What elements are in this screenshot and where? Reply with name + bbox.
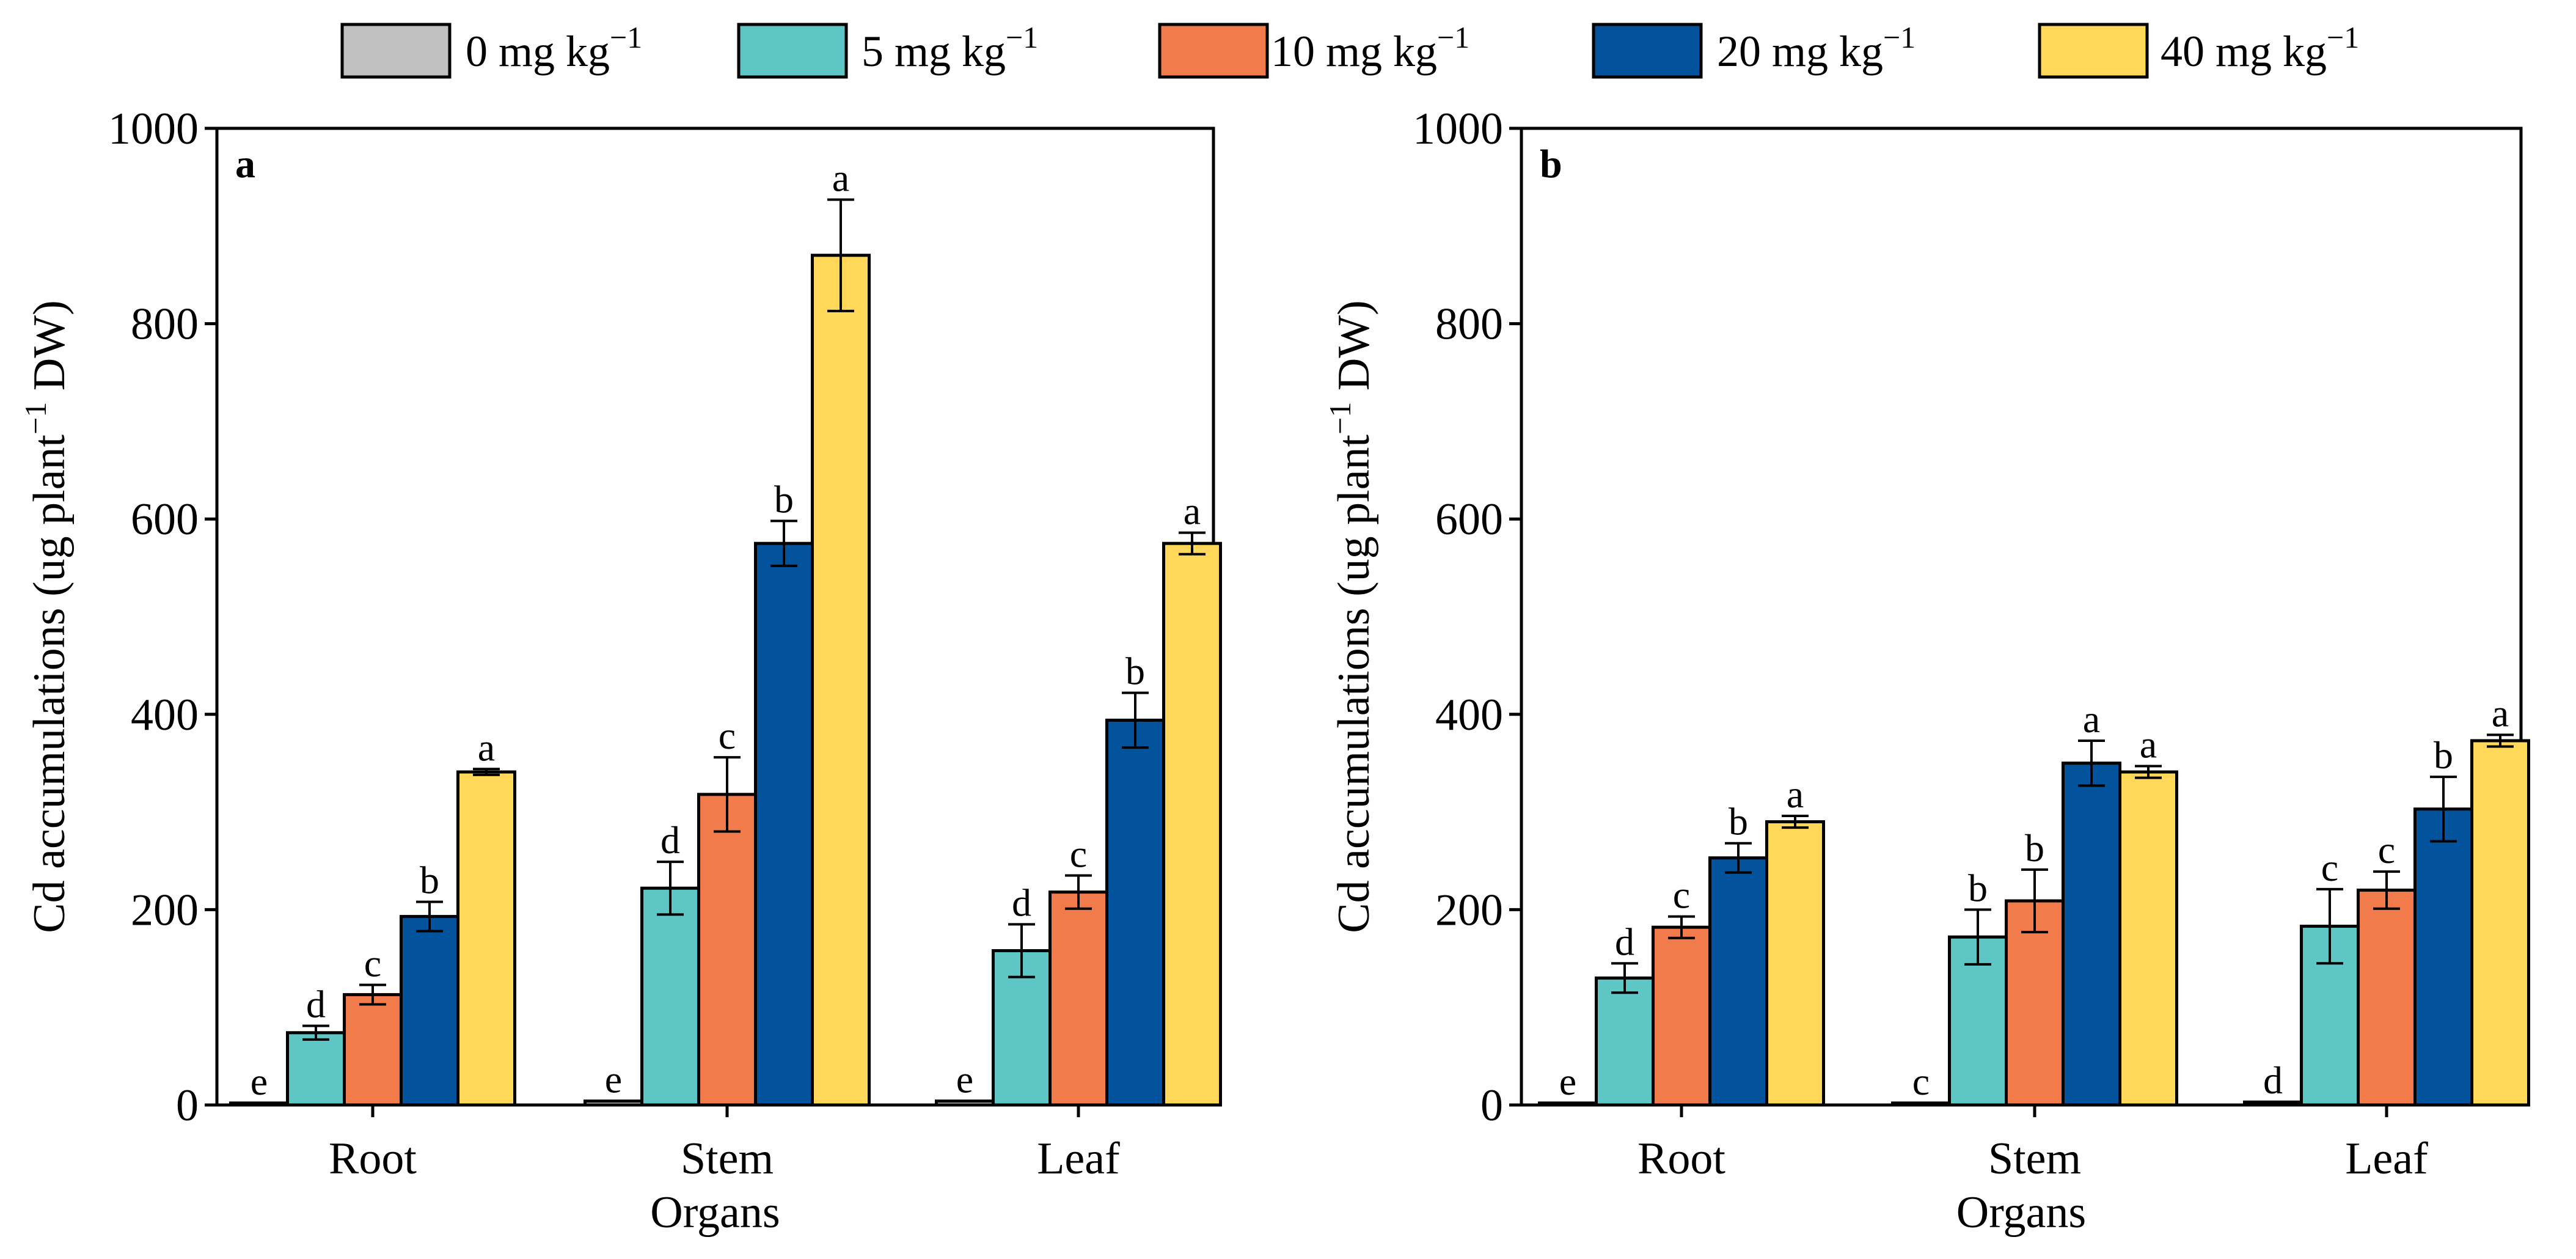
x-tick-label: Root <box>329 1134 417 1184</box>
bar <box>343 993 403 1107</box>
x-tick-label: Stem <box>681 1134 774 1184</box>
significance-label: b <box>2025 826 2044 870</box>
y-tick-label: 0 <box>176 1081 199 1131</box>
legend-swatch-4 <box>2038 23 2149 79</box>
x-tick-label: Leaf <box>2345 1134 2428 1184</box>
legend-label-0: 0 mg kg−1 <box>466 20 642 76</box>
y-tick-label: 600 <box>1435 494 1503 545</box>
bar <box>286 1031 346 1107</box>
significance-label: b <box>774 477 794 521</box>
y-axis-title: Cd accumulations (ug plant−1 DW) <box>1323 300 1379 933</box>
significance-label: e <box>605 1058 622 1101</box>
bar <box>1891 1101 1951 1107</box>
bar <box>1105 718 1165 1107</box>
significance-label: d <box>306 983 326 1026</box>
legend-label-4: 40 mg kg−1 <box>2161 20 2359 76</box>
bar <box>2118 770 2178 1107</box>
significance-label: d <box>660 818 680 862</box>
significance-label: b <box>1125 650 1145 693</box>
bar <box>456 770 516 1107</box>
significance-label: a <box>2083 697 2100 741</box>
bar <box>2243 1100 2303 1107</box>
bar <box>754 541 814 1107</box>
significance-label: a <box>1184 490 1201 533</box>
legend: 0 mg kg−1 5 mg kg−1 10 mg kg−1 20 mg kg−1 40… <box>340 20 2359 79</box>
y-tick-label: 400 <box>131 690 199 740</box>
x-tick-label: Root <box>1637 1134 1725 1184</box>
x-axis-title: Organs <box>1956 1187 2086 1238</box>
chart-panel-b: 0 200 400 600 800 1000 Cd accumulations (ug pl… <box>1323 104 2530 1238</box>
significance-label: a <box>832 156 849 200</box>
significance-label: a <box>1787 773 1804 816</box>
significance-label: b <box>1729 800 1748 843</box>
panel-letter: a <box>235 142 255 186</box>
significance-label: a <box>2140 722 2157 766</box>
y-tick-label: 600 <box>131 494 199 545</box>
significance-label: b <box>1968 866 1988 909</box>
y-tick-label: 200 <box>131 885 199 935</box>
significance-label: d <box>2263 1059 2283 1102</box>
bar <box>1765 820 1825 1107</box>
bar <box>584 1099 643 1107</box>
y-axis-title: Cd accumulations (ug plant−1 DW) <box>18 300 75 933</box>
y-tick-label: 0 <box>1480 1081 1503 1131</box>
panel-letter: b <box>1540 142 1562 186</box>
bar <box>1652 925 1711 1107</box>
y-tick-label: 1000 <box>108 104 199 154</box>
x-axis-title: Organs <box>650 1187 780 1238</box>
significance-label: e <box>1559 1060 1576 1103</box>
legend-label-1: 5 mg kg−1 <box>862 20 1038 76</box>
bar <box>935 1099 995 1107</box>
significance-label: c <box>1673 873 1690 917</box>
significance-label: a <box>478 725 495 769</box>
bar <box>2470 739 2530 1107</box>
significance-label: a <box>2492 691 2509 735</box>
bar <box>1048 890 1108 1107</box>
legend-swatch-1 <box>737 23 848 79</box>
legend-swatch-3 <box>1592 23 1703 79</box>
bar <box>229 1101 289 1107</box>
significance-label: b <box>420 859 439 902</box>
bar <box>640 886 700 1107</box>
significance-label: c <box>364 941 381 985</box>
y-tick-label: 1000 <box>1413 104 1503 154</box>
y-tick-label: 800 <box>131 299 199 350</box>
significance-label: b <box>2434 733 2453 777</box>
y-tick-label: 200 <box>1435 885 1503 935</box>
bar <box>2413 807 2473 1107</box>
bar <box>2062 762 2121 1107</box>
bar <box>697 793 757 1107</box>
y-tick-label: 800 <box>1435 299 1503 350</box>
legend-label-2: 10 mg kg−1 <box>1271 20 1469 76</box>
significance-label: e <box>251 1060 268 1103</box>
x-tick-label: Leaf <box>1037 1134 1120 1184</box>
x-tick-label: Stem <box>1988 1134 2081 1184</box>
significance-label: c <box>2378 828 2395 872</box>
legend-swatch-0 <box>340 23 452 79</box>
bar <box>2357 888 2417 1107</box>
bar <box>1538 1101 1598 1107</box>
significance-label: e <box>956 1058 973 1101</box>
significance-label: d <box>1615 920 1634 963</box>
bar <box>1162 541 1222 1107</box>
significance-label: c <box>1912 1060 1930 1103</box>
significance-label: c <box>719 714 736 757</box>
bar <box>2005 899 2065 1107</box>
significance-label: d <box>1012 881 1031 924</box>
significance-label: c <box>1070 832 1087 875</box>
legend-swatch-2 <box>1158 23 1269 79</box>
bar <box>1595 976 1655 1107</box>
legend-label-3: 20 mg kg−1 <box>1717 20 1916 76</box>
bar <box>811 254 871 1107</box>
chart-panel-a: 0 200 400 600 800 1000 Cd accumulations (ug pl… <box>18 104 1222 1238</box>
bar <box>400 915 459 1107</box>
y-tick-label: 400 <box>1435 690 1503 740</box>
significance-label: c <box>2321 846 2338 889</box>
bar <box>1708 856 1768 1107</box>
